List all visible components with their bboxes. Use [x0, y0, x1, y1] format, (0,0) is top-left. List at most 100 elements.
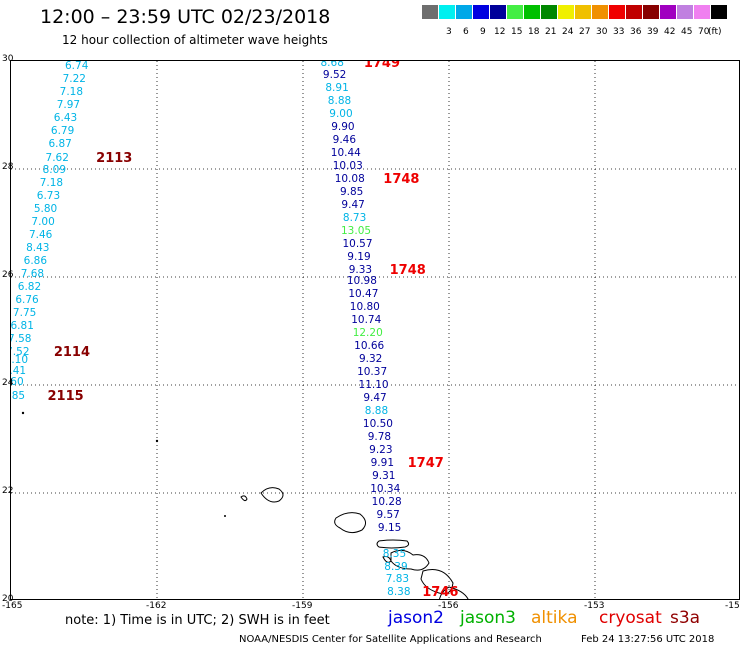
pass-number-label: 2114 — [53, 344, 90, 360]
y-tick-label: 30 — [2, 54, 14, 64]
legend-swatch — [660, 5, 676, 19]
island-hawaii-south — [438, 586, 469, 599]
wave-height-value: 10.08 — [334, 172, 365, 185]
wave-height-value: 8.68 — [320, 60, 344, 70]
wave-height-value: 7.00 — [31, 216, 55, 228]
legend-unit: (ft) — [708, 27, 722, 37]
wave-height-value: 6.43 — [53, 112, 78, 125]
wave-height-value: 8.85 — [11, 389, 26, 402]
wave-height-value: 10.98 — [346, 275, 377, 288]
legend-swatch — [677, 5, 693, 19]
legend-swatch — [643, 5, 659, 19]
wave-height-value: 8.73 — [342, 211, 367, 224]
wave-height-value: 9.90 — [331, 120, 355, 133]
legend-swatch-label: 18 — [528, 27, 540, 37]
wave-height-value: 7.46 — [28, 228, 53, 241]
footer-credit: NOAA/NESDIS Center for Satellite Applica… — [239, 634, 542, 645]
wave-height-value: 8.38 — [387, 586, 411, 599]
wave-height-value: 7.75 — [12, 306, 37, 319]
y-tick-label: 22 — [2, 486, 14, 496]
island-molokai — [376, 539, 410, 549]
wave-height-value: 7.10 — [11, 354, 29, 367]
legend-swatch — [558, 5, 574, 19]
wave-height-value: 10.66 — [354, 340, 385, 353]
legend-swatch-label: 36 — [630, 27, 642, 37]
wave-height-value: 6.81 — [10, 319, 34, 332]
wave-height-value: 5.80 — [33, 203, 58, 216]
wave-height-value: 6.86 — [23, 254, 48, 267]
legend-swatch-label: 42 — [664, 27, 676, 37]
wave-height-value: 7.83 — [385, 573, 410, 586]
wave-height-value: 8.35 — [382, 547, 407, 560]
island-hawaii — [420, 569, 454, 595]
wave-height-value: 9.33 — [348, 263, 373, 276]
wave-height-value: 8.41 — [11, 365, 27, 378]
wave-height-value: 10.47 — [348, 288, 379, 301]
wave-height-value: 11.10 — [358, 379, 389, 392]
wave-height-value: 9.78 — [367, 430, 392, 443]
legend-swatch-label: 12 — [494, 27, 506, 37]
island-oahu — [334, 512, 366, 534]
wave-height-value: 7.98 — [389, 599, 412, 600]
islet-marker — [21, 411, 25, 415]
wave-height-value: 10.44 — [330, 146, 361, 159]
wave-height-value: 9.57 — [376, 508, 400, 521]
wave-height-value: 9.32 — [358, 353, 383, 366]
pass-number-label: 2113 — [96, 151, 133, 167]
y-tick-label: 26 — [2, 270, 14, 280]
wave-height-value: 7.68 — [20, 267, 45, 280]
wave-height-value: 7.18 — [39, 177, 64, 190]
satellite-legend-jason2: jason2 — [388, 608, 444, 628]
wave-height-value: 6.73 — [36, 190, 61, 203]
wave-height-value: 9.00 — [329, 108, 353, 120]
map-plot-area: 6.74 7.22 7.18 7.97 6.43 6.79 6.87 7.62 8.09 7.18… — [10, 60, 740, 600]
legend-swatch — [524, 5, 540, 19]
y-tick-label: 28 — [2, 162, 14, 172]
pass-number-label: 2115 — [47, 388, 84, 404]
footer-timestamp: Feb 24 13:27:56 UTC 2018 — [581, 634, 715, 645]
wave-height-value: 10.50 — [362, 417, 393, 430]
islet-marker — [224, 515, 226, 517]
wave-height-value: 7.58 — [10, 332, 32, 345]
x-tick-label: -162 — [146, 601, 167, 611]
wave-height-value: 10.28 — [371, 495, 402, 508]
pass-number-label: 1749 — [363, 60, 401, 72]
wave-height-value: 6.82 — [17, 280, 42, 293]
hawaii-islands — [240, 487, 469, 599]
legend-swatch-label: 30 — [596, 27, 608, 37]
wave-height-value: 6.74 — [64, 60, 89, 73]
x-tick-label: -159 — [292, 601, 313, 611]
lat-lon-grid — [11, 61, 739, 599]
wave-height-value: 9.47 — [363, 392, 387, 405]
island-maui — [390, 549, 430, 571]
legend-swatch — [592, 5, 608, 19]
wave-height-value: 10.03 — [332, 159, 363, 172]
legend-swatch-label: 9 — [480, 27, 486, 37]
map-title: 12:00 – 23:59 UTC 02/23/2018 — [40, 6, 331, 28]
satellite-legend-jason3: jason3 — [460, 608, 516, 628]
y-tick-label: 24 — [2, 378, 14, 388]
wave-height-value: 7.52 — [11, 345, 30, 358]
wave-height-value: 8.88 — [327, 95, 352, 108]
island-niihau — [240, 495, 248, 502]
wave-height-value: 7.22 — [62, 73, 86, 86]
wave-height-value: 9.31 — [372, 469, 396, 482]
wave-height-value: 8.39 — [384, 560, 408, 573]
wave-height-value: 9.46 — [332, 133, 357, 146]
legend-swatch — [541, 5, 557, 19]
legend-swatch-label: 6 — [463, 27, 469, 37]
wave-height-value: 8.09 — [42, 164, 67, 177]
wave-height-value: 8.91 — [325, 82, 349, 95]
wave-height-value: 6.76 — [15, 293, 39, 306]
legend-swatch-label: 45 — [681, 27, 693, 37]
wave-height-value: 12.20 — [352, 327, 383, 340]
wave-height-value: 6.79 — [50, 125, 75, 138]
legend-swatch — [711, 5, 727, 19]
wave-height-value: 9.19 — [347, 250, 371, 263]
legend-swatch-label: 21 — [545, 27, 557, 37]
wave-height-value: 13.05 — [341, 224, 372, 237]
legend-swatch — [422, 5, 438, 19]
legend-swatch — [609, 5, 625, 19]
wave-height-value: 9.47 — [341, 198, 365, 211]
wave-height-value: 7.97 — [56, 99, 81, 112]
